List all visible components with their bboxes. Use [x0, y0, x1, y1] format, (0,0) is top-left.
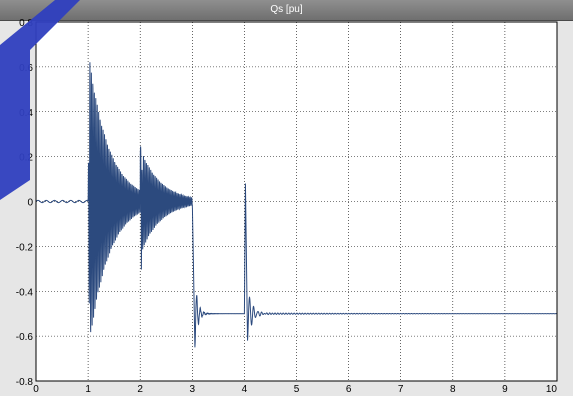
x-tick-label: 5: [294, 384, 300, 395]
x-tick-label: 3: [190, 384, 196, 395]
scope-title: Qs [pu]: [270, 4, 303, 15]
y-tick-label: -0.8: [16, 377, 34, 388]
qs-trace-line: [35, 62, 557, 348]
plot-border: [35, 21, 558, 382]
y-tick-label: 0.8: [19, 18, 33, 29]
trace-group: [35, 62, 557, 348]
x-tick-label: 9: [502, 384, 508, 395]
scope-title-bar: Qs [pu]: [0, 0, 573, 21]
x-tick-label: 6: [346, 384, 352, 395]
x-tick-label: 2: [137, 384, 143, 395]
y-tick-label: -0.2: [16, 242, 34, 253]
corner-accent-shape: [0, 0, 80, 200]
x-tick-label: 0: [33, 384, 39, 395]
x-tick-label: 8: [450, 384, 456, 395]
x-tick-label: 10: [546, 384, 558, 395]
y-tick-label: -0.4: [16, 287, 34, 298]
y-tick-label: -0.6: [16, 332, 34, 343]
x-tick-label: 1: [85, 384, 91, 395]
x-tick-label: 4: [242, 384, 248, 395]
y-tick-label: 0: [27, 198, 33, 209]
x-tick-label: 7: [398, 384, 404, 395]
